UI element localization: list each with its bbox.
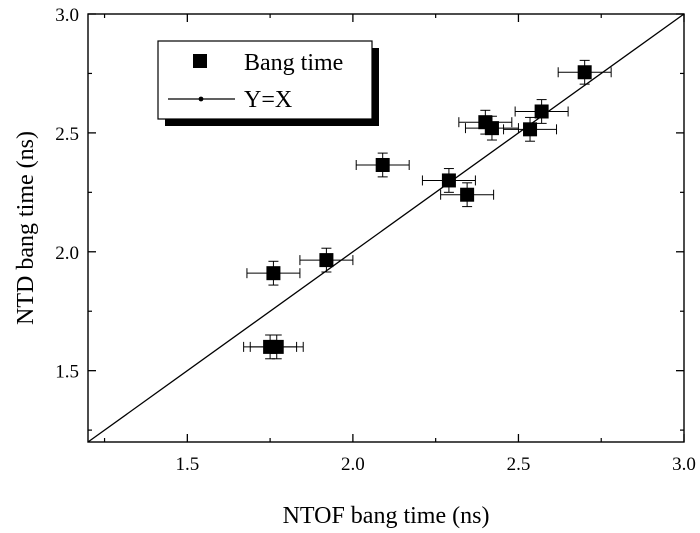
data-point-layer (263, 65, 592, 354)
x-tick-label: 2.5 (507, 454, 531, 475)
x-tick-label: 3.0 (672, 454, 696, 475)
plot-area (87, 13, 685, 443)
data-point (523, 122, 538, 137)
data-point (577, 65, 592, 80)
y-tick-label: 2.5 (55, 124, 79, 145)
legend-label-y-equals-x: Y=X (244, 87, 292, 113)
reference-line-y-equals-x (87, 13, 685, 443)
data-point (266, 266, 281, 281)
plot-frame (87, 13, 685, 443)
data-point (441, 173, 456, 188)
legend-line-dot (198, 96, 204, 102)
y-axis-title: NTD bang time (ns) (13, 131, 39, 325)
reference-line-layer (87, 13, 685, 443)
data-point (269, 339, 284, 354)
y-tick-label: 3.0 (55, 5, 79, 26)
data-point (319, 253, 334, 268)
y-tick-label: 1.5 (55, 362, 79, 383)
data-point (484, 121, 499, 136)
legend-label-bang-time: Bang time (244, 50, 343, 76)
legend-box (157, 40, 373, 120)
x-tick-label: 1.5 (175, 454, 199, 475)
tick-layer: 1.5 1.5 2.0 2.0 2.5 2.5 3.0 3.0 (55, 5, 696, 475)
x-tick-label: 2.0 (341, 454, 365, 475)
legend-marker-square (193, 54, 207, 68)
x-axis-title: NTOF bang time (ns) (283, 503, 490, 529)
data-point (460, 187, 475, 202)
data-point (375, 157, 390, 172)
data-point (534, 104, 549, 119)
y-tick-label: 2.0 (55, 243, 79, 264)
legend: Bang time Y=X (157, 40, 379, 126)
